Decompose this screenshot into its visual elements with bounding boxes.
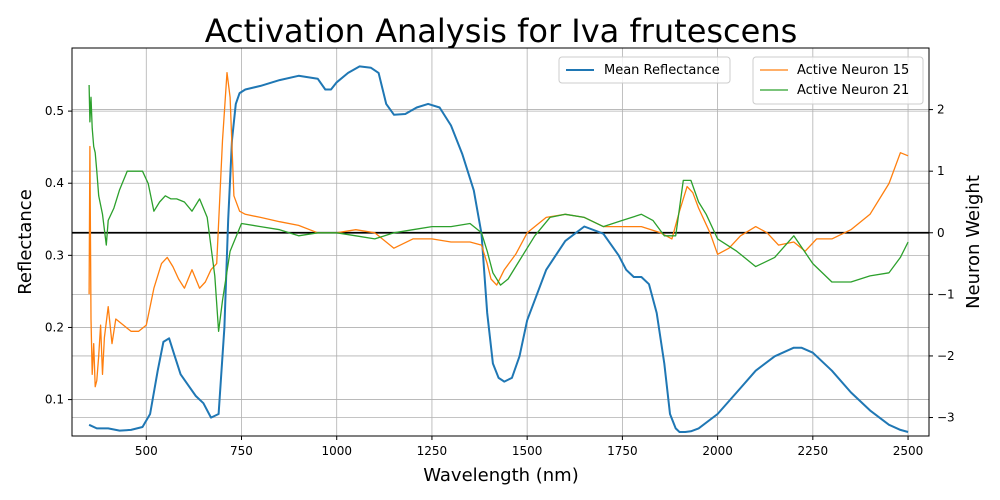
x-tick-label: 1750 [607, 444, 638, 458]
x-tick-label: 750 [230, 444, 253, 458]
legend-right-frame [752, 56, 924, 105]
series-layer [88, 65, 909, 433]
x-tick-label: 1500 [512, 444, 543, 458]
x-tick-label: 2000 [702, 444, 733, 458]
x-tick-label: 1000 [321, 444, 352, 458]
legend-label-mean-reflectance: Mean Reflectance [604, 63, 720, 78]
y-tick-label-left: 0.4 [45, 176, 64, 190]
y-axis-title-left: Reflectance [15, 189, 36, 295]
legend-label-active-neuron-21: Active Neuron 21 [797, 83, 909, 98]
y-tick-label-right: 2 [937, 103, 945, 117]
legend-label-active-neuron-15: Active Neuron 15 [797, 63, 909, 78]
plot-frame [71, 47, 930, 437]
legend-right: Active Neuron 15 Active Neuron 21 [752, 56, 924, 105]
y-axis-title-right: Neuron Weight [963, 175, 984, 309]
y-tick-label-right: 0 [937, 226, 945, 240]
y-tick-label-right: −2 [937, 349, 955, 363]
y-tick-label-left: 0.3 [45, 248, 64, 262]
chart-title: Activation Analysis for Iva frutescens [205, 12, 798, 50]
x-tick-label: 1250 [417, 444, 448, 458]
legend-left-frame [558, 56, 731, 84]
y-tick-label-right: −1 [937, 287, 955, 301]
x-tick-label: 2250 [798, 444, 829, 458]
y-tick-label-left: 0.2 [45, 320, 64, 334]
series-line-active-neuron-15 [88, 71, 909, 388]
x-axis-title: Wavelength (nm) [423, 465, 579, 486]
grid [72, 48, 929, 436]
series-line-active-neuron-21 [88, 84, 909, 332]
axis-ticks: 500 750 1000 1250 1500 1750 2000 2250 2500 0.1 0.2… [45, 103, 955, 458]
x-tick-label: 2500 [893, 444, 924, 458]
y-tick-label-right: −3 [937, 411, 955, 425]
y-tick-label-left: 0.5 [45, 104, 64, 118]
y-tick-label-right: 1 [937, 164, 945, 178]
legend-left: Mean Reflectance [558, 56, 731, 84]
y-tick-label-left: 0.1 [45, 393, 64, 407]
x-tick-label: 500 [135, 444, 158, 458]
series-line-mean-reflectance [88, 65, 909, 433]
